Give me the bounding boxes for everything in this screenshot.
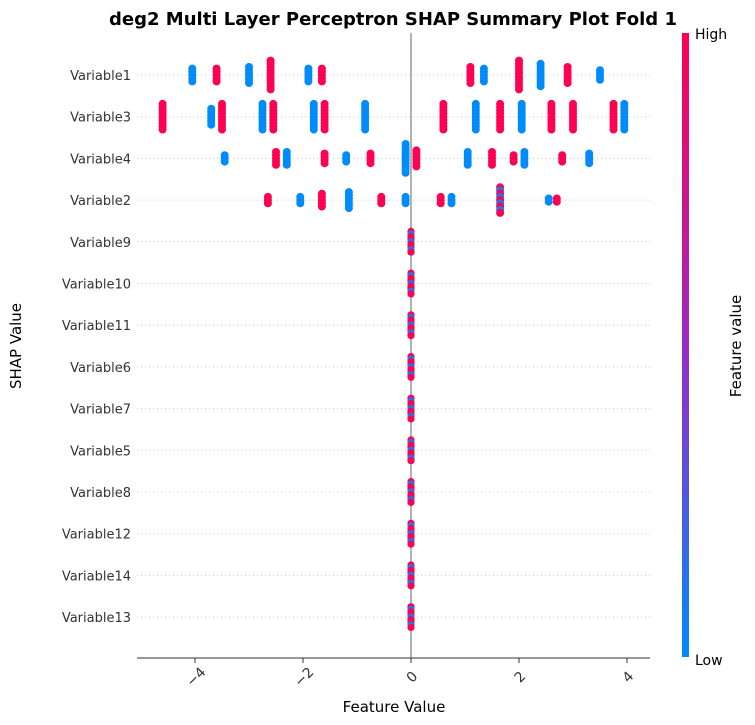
- data-point: [263, 199, 272, 208]
- data-point: [520, 160, 529, 169]
- data-point: [436, 199, 445, 208]
- feature-labels: Variable1 Variable3 Variable4 Variable2 Vari…: [62, 69, 131, 626]
- data-point: [509, 157, 518, 166]
- data-point: [479, 77, 488, 86]
- data-point: [407, 540, 415, 548]
- feature-label: Variable11: [62, 319, 131, 334]
- data-point: [320, 159, 329, 168]
- x-axis-title: Feature Value: [343, 698, 446, 716]
- x-tick-label: 2: [512, 669, 530, 687]
- data-point: [585, 159, 594, 168]
- data-point: [407, 332, 415, 340]
- x-tick-label: −4: [183, 664, 209, 690]
- feature-label: Variable9: [70, 236, 131, 251]
- data-point: [496, 125, 505, 134]
- feature-label: Variable13: [62, 611, 131, 626]
- data-point: [407, 498, 415, 506]
- data-point: [317, 202, 326, 211]
- data-point: [218, 125, 226, 134]
- colorbar: [682, 33, 689, 657]
- data-point: [266, 85, 275, 94]
- data-point: [412, 162, 421, 171]
- data-point: [563, 79, 572, 87]
- data-point: [517, 125, 526, 134]
- data-point: [496, 208, 505, 217]
- data-point: [407, 248, 415, 256]
- chart-title: deg2 Multi Layer Perceptron SHAP Summary…: [109, 9, 677, 30]
- feature-label: Variable3: [70, 111, 131, 126]
- data-point: [596, 75, 604, 84]
- data-point: [471, 125, 480, 134]
- data-point: [466, 79, 475, 87]
- data-point: [439, 125, 448, 134]
- data-point: [304, 77, 313, 86]
- data-point: [344, 204, 353, 213]
- data-point: [188, 77, 197, 86]
- data-point: [258, 125, 267, 134]
- feature-label: Variable12: [62, 528, 131, 543]
- feature-label: Variable14: [62, 569, 131, 584]
- data-point: [377, 199, 386, 208]
- data-point: [272, 160, 280, 169]
- data-point: [569, 125, 577, 134]
- data-points: [158, 56, 629, 632]
- data-point: [158, 125, 167, 134]
- feature-label: Variable7: [70, 403, 131, 418]
- data-point: [220, 157, 229, 166]
- data-point: [320, 125, 329, 134]
- feature-label: Variable4: [70, 152, 131, 167]
- data-point: [401, 199, 410, 208]
- x-tick-label: 0: [404, 669, 422, 687]
- colorbar-low-label: Low: [695, 653, 723, 669]
- data-point: [317, 77, 326, 86]
- data-point: [488, 160, 496, 169]
- data-point: [407, 582, 415, 590]
- data-point: [547, 125, 556, 134]
- data-point: [207, 120, 216, 129]
- data-point: [342, 157, 351, 166]
- y-axis-title: SHAP Value: [7, 303, 25, 389]
- feature-label: Variable5: [70, 444, 131, 459]
- data-point: [544, 197, 553, 206]
- data-point: [463, 160, 472, 169]
- feature-label: Variable10: [62, 278, 131, 293]
- data-point: [407, 623, 415, 632]
- row-gridlines: [137, 74, 650, 618]
- data-point: [269, 125, 278, 134]
- data-point: [558, 157, 567, 166]
- data-point: [620, 125, 629, 134]
- colorbar-title: Feature value: [727, 295, 745, 397]
- data-point: [309, 125, 318, 134]
- data-point: [212, 77, 221, 86]
- data-point: [407, 457, 415, 465]
- data-point: [447, 199, 456, 208]
- data-point: [407, 373, 415, 381]
- feature-label: Variable2: [70, 194, 131, 209]
- data-point: [296, 199, 305, 208]
- data-point: [361, 125, 370, 134]
- data-point: [366, 159, 375, 168]
- data-point: [282, 160, 291, 169]
- data-point: [536, 82, 545, 91]
- feature-label: Variable6: [70, 361, 131, 376]
- data-point: [401, 168, 410, 177]
- data-point: [407, 290, 415, 298]
- data-point: [552, 197, 561, 206]
- x-tick-label: 4: [620, 669, 638, 687]
- feature-label: Variable1: [70, 69, 131, 84]
- data-point: [407, 415, 415, 423]
- colorbar-high-label: High: [695, 27, 727, 43]
- x-ticks: −4 −2 0 2 4: [183, 658, 637, 690]
- feature-label: Variable8: [70, 486, 131, 501]
- data-point: [609, 125, 618, 134]
- data-point: [515, 85, 523, 94]
- data-point: [245, 79, 253, 87]
- x-tick-label: −2: [291, 664, 317, 690]
